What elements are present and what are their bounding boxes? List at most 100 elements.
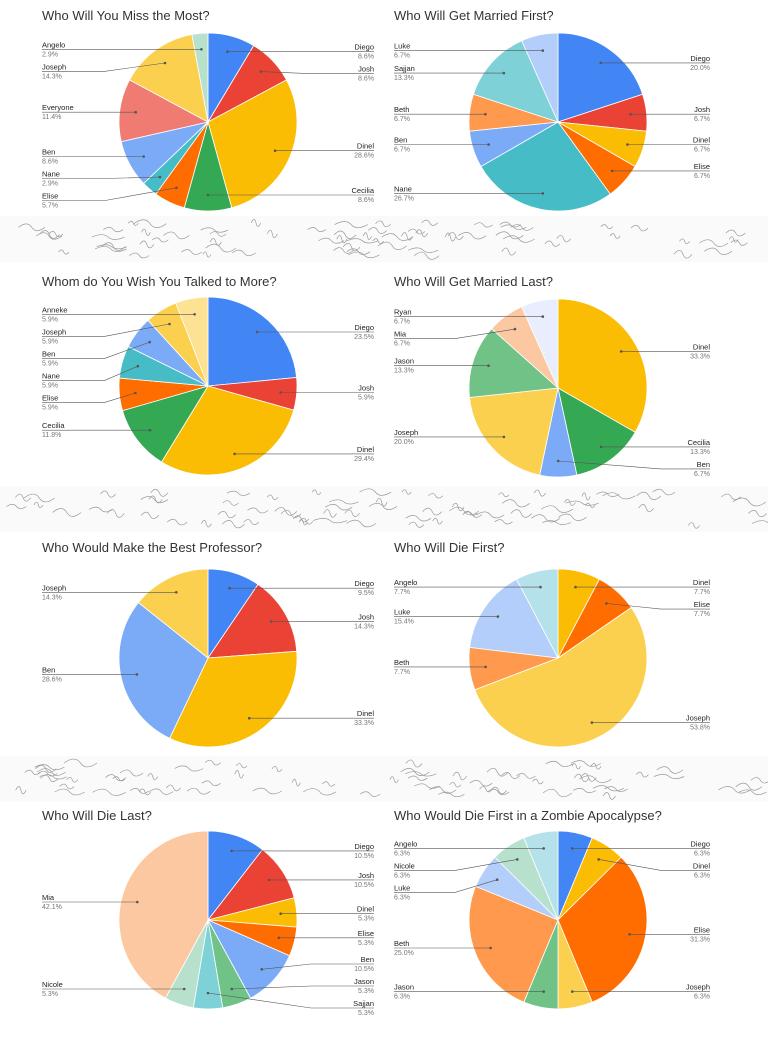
slice-label: Dinel bbox=[357, 905, 374, 914]
scribble-stroke bbox=[18, 223, 46, 232]
scribble-stroke bbox=[699, 239, 729, 247]
slice-label: Nane bbox=[42, 371, 60, 380]
slice-label: Dinel bbox=[357, 709, 374, 718]
scribble-stroke bbox=[502, 499, 530, 508]
slice-percent: 53.8% bbox=[690, 725, 710, 732]
pie-slice bbox=[472, 40, 559, 123]
chart-panel: Who Would Die First in a Zombie Apocalyp… bbox=[384, 800, 768, 1062]
scribble-stroke bbox=[138, 788, 151, 796]
scribble-stroke bbox=[652, 488, 676, 496]
scribble-stroke bbox=[293, 515, 310, 523]
scribble-stroke bbox=[428, 493, 444, 499]
scribble-stroke bbox=[234, 770, 244, 779]
slice-percent: 5.3% bbox=[358, 988, 374, 995]
leader-line bbox=[42, 365, 138, 381]
chart-title: Who Will Get Married First? bbox=[394, 8, 554, 23]
scribble-stroke bbox=[750, 777, 768, 784]
chart-panel: Who Would Make the Best Professor? Diego… bbox=[0, 532, 384, 794]
leader-dot bbox=[142, 155, 145, 158]
slice-label: Everyone bbox=[42, 103, 74, 112]
scribble-stroke bbox=[101, 242, 126, 251]
leader-dot bbox=[277, 936, 281, 940]
slice-label: Anneke bbox=[42, 305, 67, 314]
leader-dot bbox=[260, 968, 264, 971]
slice-label: Elise bbox=[694, 162, 710, 171]
scribble-stroke bbox=[738, 789, 767, 795]
pie-chart: Diego 8.6% Josh 8.6% Dinel 28.6% Cecilia 8.6% An… bbox=[42, 32, 375, 212]
pie-slice bbox=[468, 328, 559, 398]
pie-slice bbox=[557, 387, 636, 476]
slice-percent: 5.3% bbox=[358, 916, 374, 923]
leader-dot bbox=[597, 858, 600, 861]
scribble-stroke bbox=[542, 788, 573, 798]
slice-label: Sajjan bbox=[394, 64, 415, 73]
slice-label: Diego bbox=[354, 43, 374, 52]
leader-dot bbox=[269, 620, 273, 623]
slice-percent: 20.0% bbox=[690, 65, 710, 72]
slice-label: Jason bbox=[394, 357, 414, 366]
scribble-stroke bbox=[600, 224, 614, 229]
scribble-stroke bbox=[748, 509, 767, 518]
slice-percent: 10.5% bbox=[354, 882, 374, 889]
scribble-stroke bbox=[498, 492, 510, 498]
scribble-stroke bbox=[673, 249, 693, 259]
scribble-stroke bbox=[486, 767, 509, 777]
slice-percent: 2.9% bbox=[42, 181, 58, 188]
leader-dot bbox=[571, 990, 574, 993]
scribble-stroke bbox=[217, 511, 236, 519]
scribble-stroke bbox=[542, 520, 571, 525]
scribble-stroke bbox=[630, 224, 649, 232]
scribble-stroke bbox=[447, 232, 464, 240]
slice-percent: 5.9% bbox=[358, 395, 374, 402]
slice-label: Ben bbox=[697, 460, 710, 469]
slice-percent: 6.3% bbox=[394, 872, 410, 879]
leader-dot bbox=[605, 602, 608, 605]
scribble-stroke bbox=[201, 780, 221, 787]
slice-percent: 6.3% bbox=[394, 994, 410, 1001]
pie-chart: Diego 6.3% Dinel 6.3% Elise 31.3% Joseph 6.3% An… bbox=[394, 830, 710, 1010]
scribble-stroke bbox=[449, 506, 480, 516]
scribble-stroke bbox=[181, 249, 202, 255]
scribble-stroke bbox=[342, 242, 361, 252]
slice-label: Dinel bbox=[693, 861, 710, 870]
slice-label: Angelo bbox=[394, 578, 417, 587]
leader-dot bbox=[206, 193, 210, 197]
scribble-stroke bbox=[653, 774, 685, 779]
scribble-stroke bbox=[15, 493, 32, 502]
chart-panel: Who Will Get Married Last? Dinel 33.3% Cec… bbox=[384, 266, 768, 528]
scribble-stroke bbox=[389, 776, 399, 783]
slice-percent: 6.7% bbox=[394, 341, 410, 348]
scribble-stroke bbox=[140, 496, 169, 504]
leader-dot bbox=[556, 459, 560, 463]
scribble-stroke bbox=[656, 766, 684, 774]
scribble-stroke bbox=[166, 518, 188, 526]
scribble-stroke bbox=[106, 509, 125, 518]
slice-percent: 11.4% bbox=[42, 114, 61, 121]
slice-label: Josh bbox=[358, 65, 374, 74]
scribble-stroke bbox=[66, 776, 79, 783]
scribble-stroke bbox=[469, 780, 493, 787]
scribble-stroke bbox=[590, 763, 602, 770]
leader-dot bbox=[487, 364, 490, 367]
slice-label: Diego bbox=[690, 839, 710, 848]
leader-line bbox=[42, 176, 161, 179]
leader-dot bbox=[590, 721, 594, 724]
scribble-stroke bbox=[458, 232, 487, 240]
scribble-stroke bbox=[580, 773, 597, 782]
slice-percent: 6.3% bbox=[694, 850, 710, 857]
slice-label: Dinel bbox=[693, 342, 710, 351]
scribble-stroke bbox=[6, 504, 27, 509]
slice-label: Joseph bbox=[42, 62, 66, 71]
slice-percent: 7.7% bbox=[694, 611, 710, 618]
slice-label: Joseph bbox=[686, 983, 710, 992]
scribble-stroke bbox=[510, 509, 532, 518]
pie-chart: Dinel 33.3% Cecilia 13.3% Ben 6.7% Ryan 6.7% Mia… bbox=[394, 298, 711, 478]
scribble-stroke bbox=[204, 759, 221, 766]
scribble-stroke bbox=[346, 238, 379, 244]
slice-label: Ben bbox=[42, 665, 55, 674]
math-scribble-strip bbox=[0, 756, 768, 802]
scribble-stroke bbox=[494, 519, 513, 525]
slice-label: Elise bbox=[694, 600, 710, 609]
scribble-stroke bbox=[34, 764, 65, 771]
leader-dot bbox=[484, 112, 487, 116]
